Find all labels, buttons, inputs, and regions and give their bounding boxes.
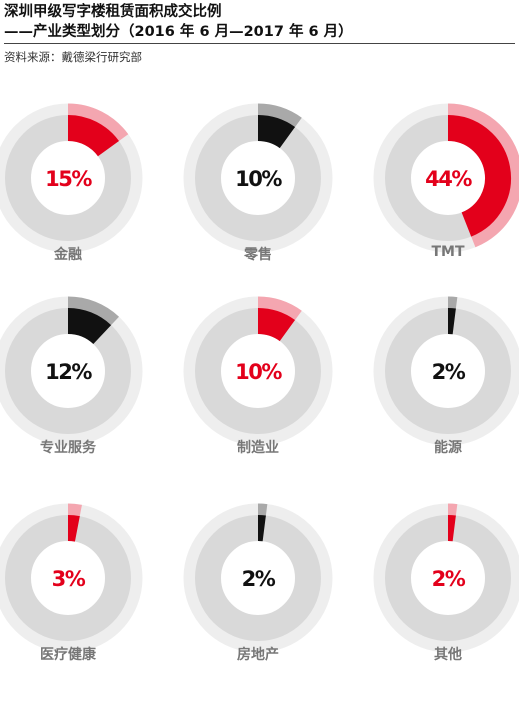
percentage-label: 15%	[45, 167, 92, 191]
donut-grid: 15% 金融 10% 零售 44% TMT 12% 专业服务 10% 制造业 2% 能源 3% 医疗健康 2…	[0, 0, 519, 670]
donut-cell: 2% 房地产	[172, 503, 344, 703]
percentage-label: 2%	[432, 360, 466, 384]
donut-chart: 2%	[362, 296, 519, 446]
share-arc	[68, 528, 77, 529]
donut-chart: 2%	[172, 503, 344, 653]
category-label: 房地产	[172, 644, 344, 664]
percentage-label: 12%	[45, 360, 92, 384]
category-label: TMT	[362, 244, 519, 260]
donut-chart: 3%	[0, 503, 154, 653]
category-label: 零售	[172, 244, 344, 264]
donut-chart: 44%	[362, 103, 519, 253]
share-arc	[68, 128, 108, 149]
share-arc-outer	[448, 510, 457, 511]
category-label: 专业服务	[0, 437, 154, 457]
donut-cell: 2% 其他	[362, 503, 519, 703]
donut-cell: 10% 零售	[172, 103, 344, 303]
category-label: 其他	[362, 644, 519, 664]
share-arc-outer	[68, 510, 81, 511]
share-arc-outer	[448, 303, 457, 304]
percentage-label: 10%	[235, 167, 282, 191]
category-label: 金融	[0, 244, 154, 264]
donut-chart: 10%	[172, 103, 344, 253]
donut-cell: 2% 能源	[362, 296, 519, 496]
donut-cell: 12% 专业服务	[0, 296, 154, 496]
share-arc	[258, 321, 287, 331]
donut-chart: 12%	[0, 296, 154, 446]
donut-cell: 44% TMT	[362, 103, 519, 303]
category-label: 制造业	[172, 437, 344, 457]
donut-cell: 3% 医疗健康	[0, 503, 154, 703]
share-arc-outer	[258, 510, 267, 511]
donut-cell: 10% 制造业	[172, 296, 344, 496]
percentage-label: 3%	[52, 567, 86, 591]
donut-chart: 2%	[362, 503, 519, 653]
share-arc	[68, 321, 102, 335]
donut-chart: 10%	[172, 296, 344, 446]
donut-cell: 15% 金融	[0, 103, 154, 303]
share-arc	[258, 128, 287, 138]
category-label: 能源	[362, 437, 519, 457]
category-label: 医疗健康	[0, 644, 154, 664]
percentage-label: 2%	[432, 567, 466, 591]
percentage-label: 10%	[235, 360, 282, 384]
donut-chart: 15%	[0, 103, 154, 253]
percentage-label: 2%	[242, 567, 276, 591]
percentage-label: 44%	[425, 167, 472, 191]
